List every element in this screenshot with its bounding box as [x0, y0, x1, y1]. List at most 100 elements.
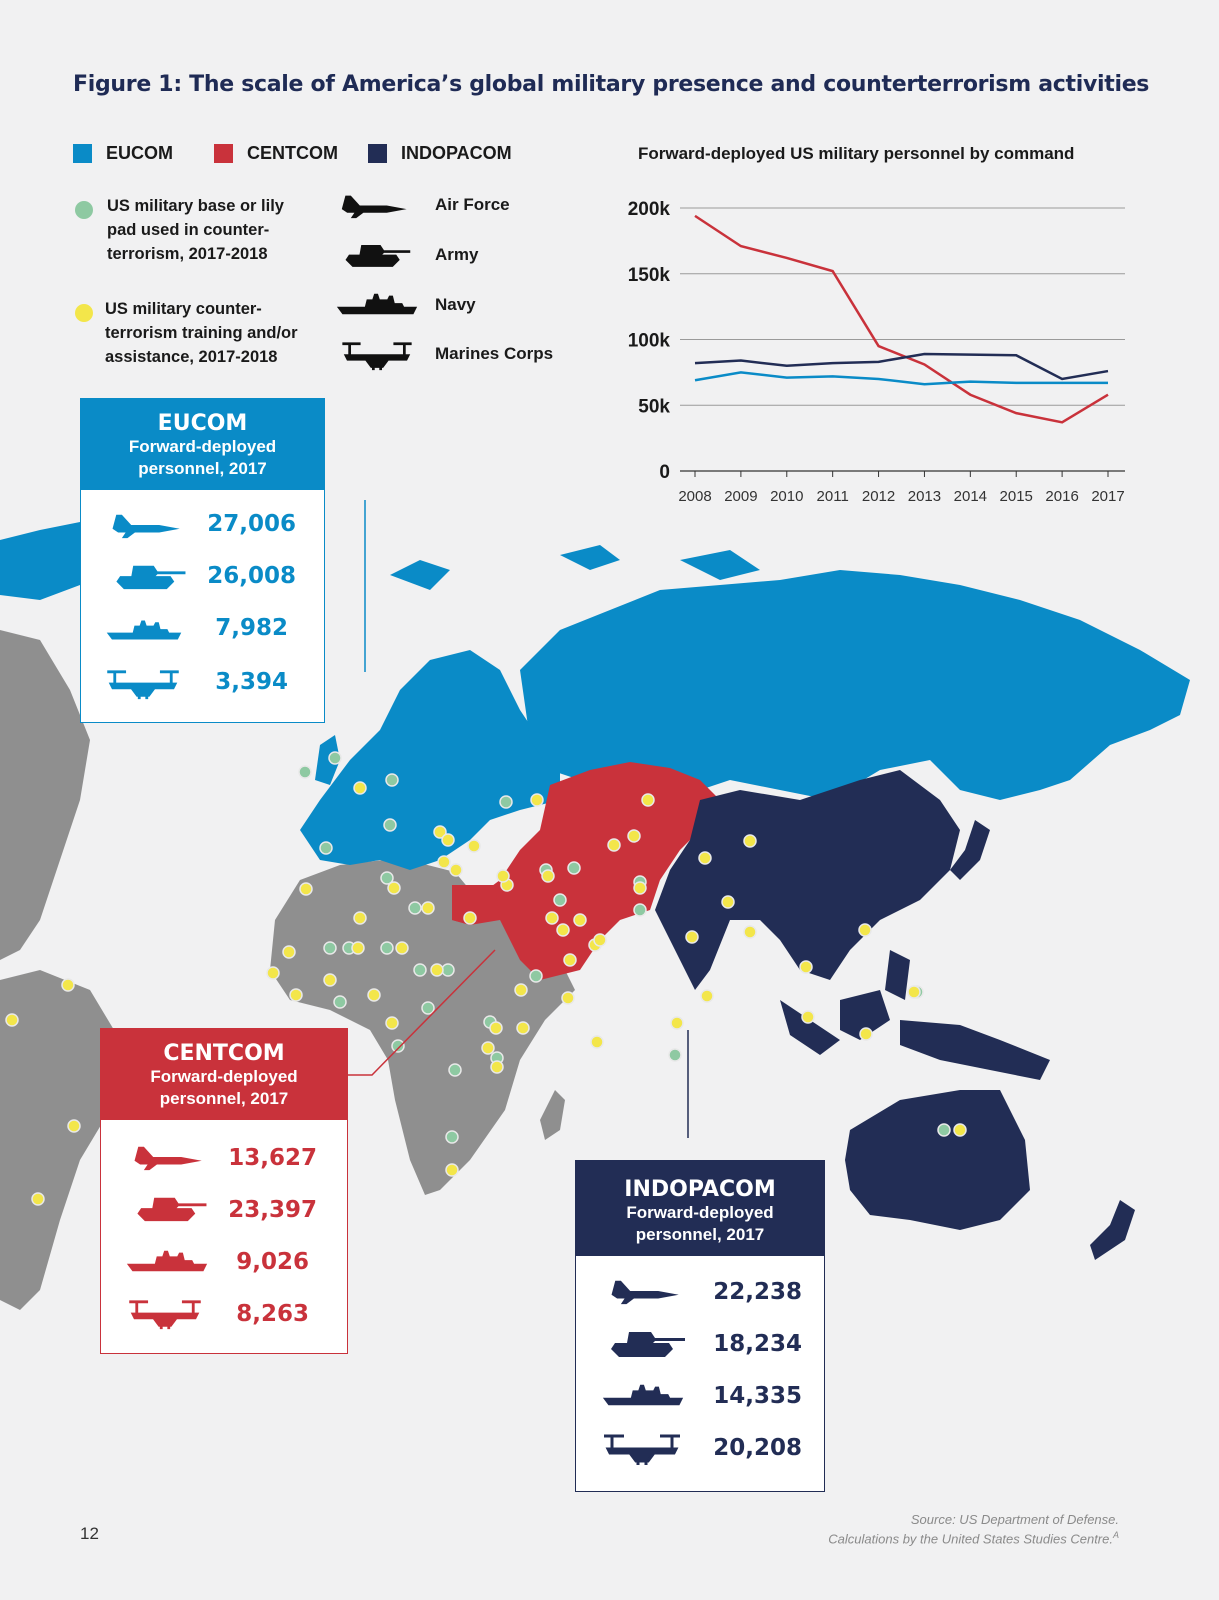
eucom-box-subtitle: Forward-deployed — [128, 437, 277, 456]
training-dot — [633, 881, 647, 895]
eucom-series-line — [694, 371, 1108, 386]
osprey-icon — [101, 669, 185, 701]
centcom-series-line — [694, 214, 1109, 424]
training-dot — [489, 1021, 503, 1035]
training-dot — [563, 953, 577, 967]
training-legend-line: terrorism training and/or — [105, 324, 298, 342]
base-dot — [385, 773, 399, 787]
x-tick-label: 2016 — [1045, 488, 1078, 505]
training-dot — [353, 781, 367, 795]
x-tick-label: 2014 — [954, 488, 987, 505]
training-dot — [859, 1027, 873, 1041]
x-tick-label: 2013 — [908, 488, 941, 505]
training-dot — [743, 834, 757, 848]
base-dot — [408, 901, 422, 915]
y-tick-label: 50k — [638, 396, 670, 417]
training-dot — [561, 991, 575, 1005]
indopacom-box: INDOPACOM Forward-deployed personnel, 20… — [575, 1160, 825, 1492]
centcom-connector — [348, 949, 496, 1076]
x-tick-label: 2015 — [1000, 488, 1033, 505]
base-dot — [298, 765, 312, 779]
warship-icon — [590, 1381, 696, 1409]
training-dot — [607, 838, 621, 852]
training-dot — [541, 869, 555, 883]
marines-label: Marines Corps — [435, 344, 554, 363]
training-dot — [433, 825, 447, 839]
centcom-box-subtitle: personnel, 2017 — [159, 1089, 289, 1108]
base-dot — [323, 941, 337, 955]
y-tick-label: 150k — [628, 265, 671, 286]
training-dot — [323, 973, 337, 987]
centcom-marines-value: 8,263 — [236, 1301, 309, 1327]
training-dot — [421, 901, 435, 915]
training-dot — [441, 833, 455, 847]
indopacom-air-force-value: 22,238 — [713, 1279, 802, 1305]
x-tick-label: 2009 — [724, 488, 757, 505]
base-dot — [445, 1130, 459, 1144]
x-tick-label: 2011 — [817, 488, 849, 505]
base-dot — [668, 1048, 682, 1062]
eucom-box: EUCOM Forward-deployed personnel, 2017 2… — [80, 398, 325, 723]
x-tick-label: 2017 — [1091, 488, 1124, 505]
base-dot — [441, 963, 455, 977]
personnel-line-chart: 0 50k 100k 150k 200k 2008 2009 2010 2011 2012 2013… — [628, 199, 1125, 505]
base-dot — [413, 963, 427, 977]
training-dot — [799, 960, 813, 974]
training-dot-icon — [75, 304, 93, 322]
source-text: Calculations by the United States Studie… — [828, 1531, 1113, 1547]
training-dot — [573, 913, 587, 927]
indopacom-series-line — [694, 352, 1109, 381]
training-dot — [670, 1016, 684, 1030]
training-dot — [385, 1016, 399, 1030]
eucom-legend-swatch — [73, 144, 92, 163]
centcom-army-value: 23,397 — [228, 1197, 317, 1223]
x-tick-label: 2012 — [862, 488, 895, 505]
navy-label: Navy — [435, 295, 476, 314]
training-dot — [351, 941, 365, 955]
chart-title: Forward-deployed US military personnel b… — [638, 144, 1075, 163]
indopacom-box-subtitle: personnel, 2017 — [635, 1225, 765, 1244]
indopacom-navy-value: 14,335 — [713, 1383, 802, 1409]
eucom-legend-label: EUCOM — [106, 143, 173, 163]
training-dot — [353, 911, 367, 925]
training-dot — [481, 1041, 495, 1055]
source-footnote: A — [1112, 1530, 1119, 1540]
source-line: Calculations by the United States Studie… — [828, 1530, 1119, 1546]
base-dot — [937, 1123, 951, 1137]
army-label: Army — [435, 245, 479, 264]
eucom-region — [300, 545, 1190, 870]
page-number: 12 — [80, 1524, 99, 1543]
base-dot — [499, 795, 513, 809]
fighter-jet-icon — [127, 1143, 213, 1171]
training-dot — [282, 945, 296, 959]
eucom-marines-value: 3,394 — [215, 669, 288, 695]
training-dot — [467, 839, 481, 853]
base-legend-text: US military base or lily pad used in cou… — [107, 194, 284, 266]
eucom-connector — [364, 500, 366, 672]
indopacom-box-header: INDOPACOM Forward-deployed personnel, 20… — [576, 1161, 824, 1256]
training-dot — [556, 923, 570, 937]
training-dot — [700, 989, 714, 1003]
training-dot — [387, 881, 401, 895]
y-tick-label: 0 — [659, 462, 670, 483]
centcom-box: CENTCOM Forward-deployed personnel, 2017… — [100, 1028, 348, 1354]
base-dot — [319, 841, 333, 855]
warship-icon — [115, 1247, 219, 1275]
training-dot — [627, 829, 641, 843]
base-dot-icon — [75, 201, 93, 219]
training-dot — [530, 793, 544, 807]
base-dot — [380, 941, 394, 955]
training-dot — [395, 941, 409, 955]
training-legend-text: US military counter- terrorism training … — [105, 297, 298, 369]
osprey-icon — [340, 341, 414, 372]
warship-icon — [334, 290, 420, 318]
indopacom-region — [655, 770, 1135, 1260]
osprey-icon — [121, 1299, 209, 1331]
centcom-box-subtitle: Forward-deployed — [150, 1067, 298, 1086]
training-dot — [5, 1013, 19, 1027]
x-tick-label: 2008 — [678, 488, 711, 505]
base-dot — [380, 871, 394, 885]
base-dot — [383, 818, 397, 832]
training-dot — [685, 930, 699, 944]
training-dot — [437, 855, 451, 869]
